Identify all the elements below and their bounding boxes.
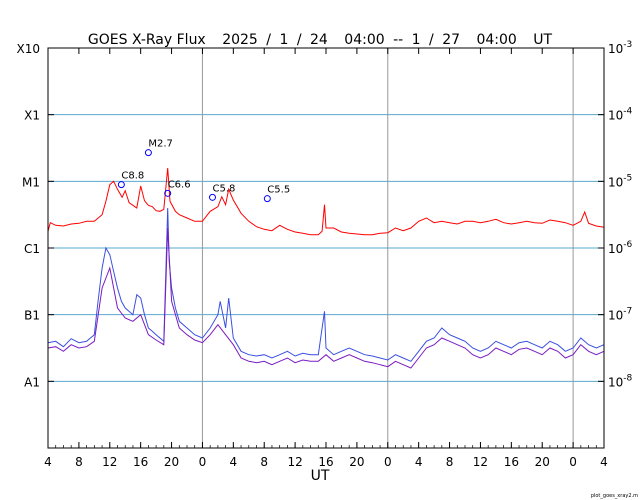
- x-tick-label: 16: [133, 455, 148, 469]
- title-month-start: 1: [279, 32, 288, 48]
- x-tick-label: 12: [473, 455, 488, 469]
- x-tick-label: 16: [318, 455, 333, 469]
- axis-layer: 4 8 12 16 20 0 4 8 12 16 20 0 4 8 12 16 20 0 4 A1 B1 C1 M1 X1 X1…: [17, 40, 633, 469]
- title-day-end: 27: [442, 32, 460, 48]
- x-tick-label: 20: [535, 455, 550, 469]
- x-tick-label: 8: [446, 455, 454, 469]
- left-class-label: X10: [17, 42, 41, 56]
- right-axis-exponent: -8: [623, 373, 632, 383]
- series-line-1: [47, 207, 605, 362]
- flare-marker: [164, 189, 172, 197]
- x-tick-label: 20: [164, 455, 179, 469]
- x-tick-label: 4: [415, 455, 423, 469]
- right-axis-label: 10-6: [608, 240, 633, 256]
- x-tick-label: 0: [199, 455, 207, 469]
- right-axis-label: 10-3: [608, 40, 632, 56]
- x-axis-label: UT: [311, 468, 330, 484]
- right-axis-label: 10-7: [608, 307, 632, 323]
- x-tick-label: 4: [230, 455, 238, 469]
- x-tick-label: 4: [44, 455, 52, 469]
- flare-marker: [144, 149, 152, 157]
- title-separator: --: [393, 32, 403, 48]
- title-day-start: 24: [310, 32, 328, 48]
- title-year: 2025: [222, 32, 258, 48]
- right-axis-base: 10: [608, 109, 623, 123]
- x-tick-label: 4: [600, 455, 608, 469]
- x-tick-label: 8: [260, 455, 268, 469]
- right-axis-label: 10-4: [608, 107, 633, 123]
- left-class-label: A1: [24, 375, 40, 389]
- title-slash-1: /: [266, 32, 271, 48]
- flare-label: C5.5: [267, 185, 290, 196]
- title-ut: UT: [533, 32, 552, 48]
- x-tick-label: 16: [504, 455, 519, 469]
- title-slash-3: /: [429, 32, 434, 48]
- left-class-label: M1: [22, 175, 40, 189]
- x-tick-label: 8: [75, 455, 83, 469]
- title-month-end: 1: [412, 32, 421, 48]
- title-time-end: 04:00: [476, 32, 516, 48]
- flare-label: M2.7: [148, 139, 173, 150]
- right-axis-base: 10: [608, 309, 623, 323]
- right-axis-exponent: -7: [623, 307, 632, 317]
- annotation-layer: C8.8 M2.7 C6.6 C5.8 C5.5: [117, 139, 290, 203]
- right-axis-exponent: -5: [623, 173, 632, 183]
- x-tick-label: 12: [287, 455, 302, 469]
- right-axis-base: 10: [608, 375, 623, 389]
- flare-marker: [263, 195, 271, 203]
- right-axis-exponent: -3: [623, 40, 632, 50]
- chart-title: GOES X-Ray Flux 2025 / 1 / 24 04:00 -- 1…: [88, 32, 553, 48]
- flare-label: C6.6: [168, 179, 191, 190]
- credit-text: plot_goes_xray2.m: [591, 493, 638, 499]
- right-axis-exponent: -6: [623, 240, 632, 250]
- series-layer: [47, 167, 605, 369]
- flare-marker: [117, 181, 125, 189]
- flare-label: C5.8: [212, 183, 235, 194]
- right-axis-base: 10: [608, 242, 623, 256]
- x-tick-label: 0: [569, 455, 577, 469]
- flare-marker: [208, 193, 216, 201]
- left-class-label: B1: [24, 309, 40, 323]
- flare-label: C8.8: [121, 171, 144, 182]
- grid-layer: [48, 48, 604, 448]
- right-axis-base: 10: [608, 42, 623, 56]
- right-axis-base: 10: [608, 175, 623, 189]
- left-class-label: X1: [24, 109, 40, 123]
- x-tick-label: 0: [384, 455, 392, 469]
- right-axis-exponent: -4: [623, 107, 632, 117]
- series-line-0: [47, 167, 605, 236]
- right-axis-label: 10-8: [608, 373, 633, 389]
- left-class-label: C1: [24, 242, 40, 256]
- title-time-start: 04:00: [344, 32, 384, 48]
- x-tick-label: 12: [102, 455, 117, 469]
- title-name: GOES X-Ray Flux: [88, 32, 206, 48]
- x-tick-label: 20: [349, 455, 364, 469]
- title-slash-2: /: [297, 32, 302, 48]
- right-axis-label: 10-5: [608, 173, 632, 189]
- series-line-2: [47, 227, 605, 369]
